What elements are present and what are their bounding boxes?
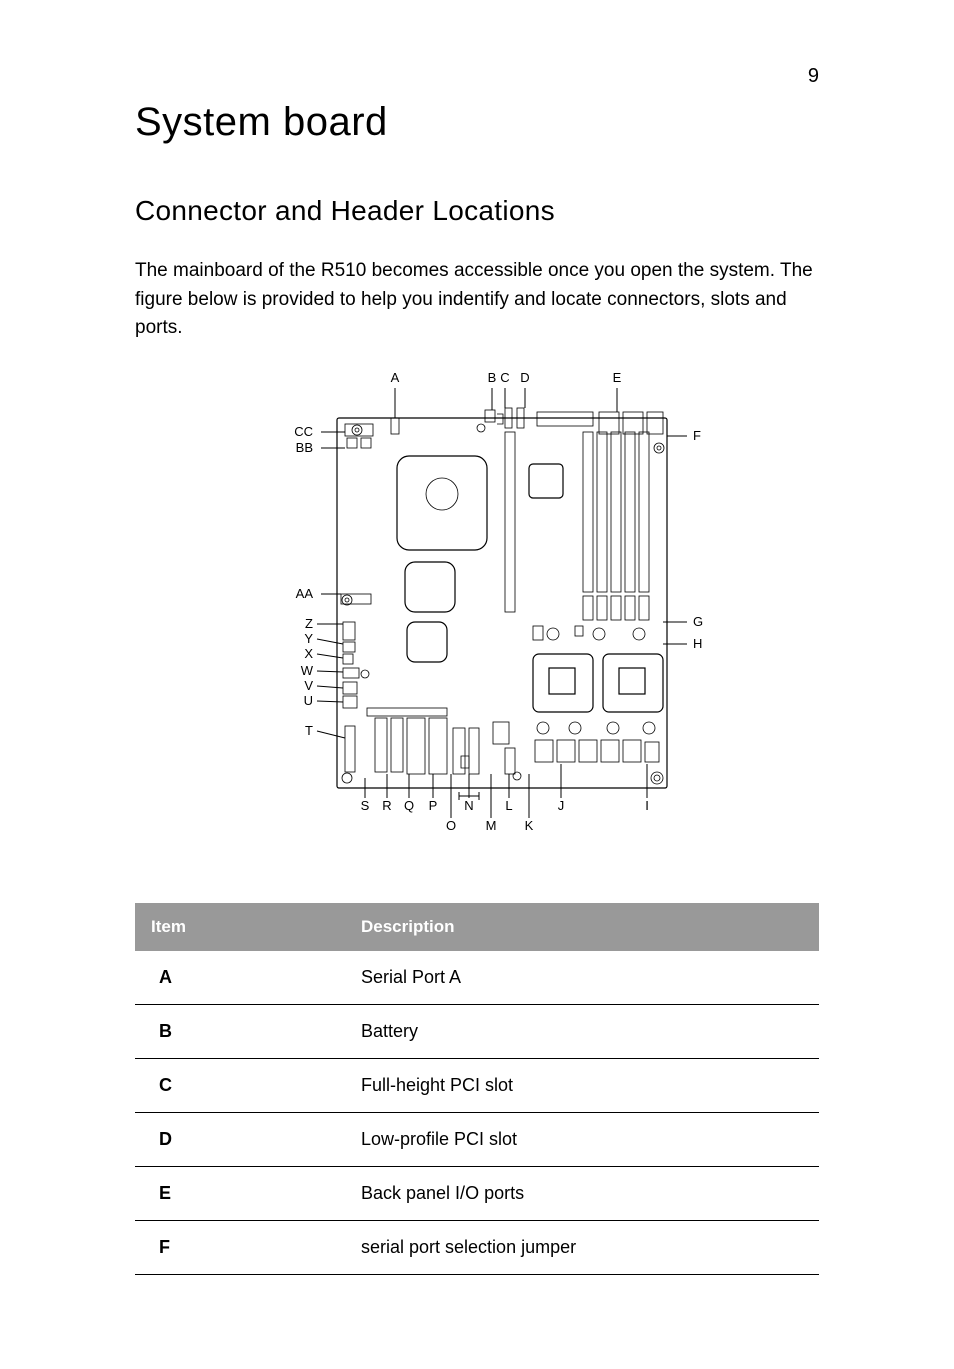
table-header-item: Item xyxy=(135,903,345,951)
svg-text:R: R xyxy=(382,798,391,813)
svg-text:L: L xyxy=(505,798,512,813)
connector-table: Item Description ASerial Port ABBatteryC… xyxy=(135,903,819,1275)
svg-text:U: U xyxy=(304,693,313,708)
table-row: BBattery xyxy=(135,1004,819,1058)
svg-text:N: N xyxy=(464,798,473,813)
table-header-description: Description xyxy=(345,903,819,951)
svg-text:I: I xyxy=(645,798,649,813)
svg-text:A: A xyxy=(391,370,400,385)
svg-text:G: G xyxy=(693,614,703,629)
system-board-diagram: A BCD E CCBB AA ZYXWVUT F GH SRQP N L J I O M K xyxy=(247,368,707,838)
svg-text:J: J xyxy=(558,798,565,813)
table-cell-description: Back panel I/O ports xyxy=(345,1166,819,1220)
table-cell-item: E xyxy=(135,1166,345,1220)
table-cell-item: C xyxy=(135,1058,345,1112)
svg-text:O: O xyxy=(446,818,456,833)
svg-text:Y: Y xyxy=(304,631,313,646)
table-cell-description: Full-height PCI slot xyxy=(345,1058,819,1112)
page-title: System board xyxy=(135,100,819,145)
svg-text:P: P xyxy=(429,798,438,813)
svg-text:M: M xyxy=(486,818,497,833)
table-cell-description: Battery xyxy=(345,1004,819,1058)
page-number: 9 xyxy=(808,65,819,88)
table-row: Fserial port selection jumper xyxy=(135,1220,819,1274)
table-row: ASerial Port A xyxy=(135,951,819,1005)
table-cell-item: D xyxy=(135,1112,345,1166)
intro-paragraph: The mainboard of the R510 becomes access… xyxy=(135,257,819,343)
svg-text:W: W xyxy=(301,663,314,678)
svg-text:AA: AA xyxy=(296,586,314,601)
svg-text:F: F xyxy=(693,428,701,443)
svg-text:T: T xyxy=(305,723,313,738)
table-row: DLow-profile PCI slot xyxy=(135,1112,819,1166)
table-row: EBack panel I/O ports xyxy=(135,1166,819,1220)
svg-text:BB: BB xyxy=(296,440,313,455)
svg-text:Z: Z xyxy=(305,616,313,631)
table-cell-item: F xyxy=(135,1220,345,1274)
svg-text:D: D xyxy=(520,370,529,385)
svg-text:C: C xyxy=(500,370,509,385)
diagram-container: A BCD E CCBB AA ZYXWVUT F GH SRQP N L J I O M K xyxy=(135,368,819,843)
table-cell-item: B xyxy=(135,1004,345,1058)
svg-text:E: E xyxy=(613,370,622,385)
svg-text:S: S xyxy=(361,798,370,813)
table-cell-description: serial port selection jumper xyxy=(345,1220,819,1274)
svg-text:Q: Q xyxy=(404,798,414,813)
table-cell-description: Low-profile PCI slot xyxy=(345,1112,819,1166)
svg-text:V: V xyxy=(304,678,313,693)
page-content: System board Connector and Header Locati… xyxy=(0,0,954,1275)
svg-text:B: B xyxy=(488,370,497,385)
svg-text:CC: CC xyxy=(294,424,313,439)
table-cell-item: A xyxy=(135,951,345,1005)
svg-text:H: H xyxy=(693,636,702,651)
table-row: CFull-height PCI slot xyxy=(135,1058,819,1112)
svg-text:K: K xyxy=(525,818,534,833)
svg-text:X: X xyxy=(304,646,313,661)
section-subtitle: Connector and Header Locations xyxy=(135,195,819,227)
table-cell-description: Serial Port A xyxy=(345,951,819,1005)
